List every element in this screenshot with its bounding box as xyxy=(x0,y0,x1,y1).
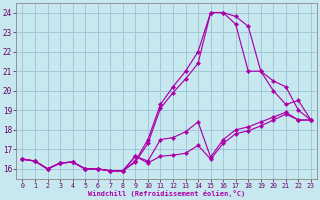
X-axis label: Windchill (Refroidissement éolien,°C): Windchill (Refroidissement éolien,°C) xyxy=(88,190,245,197)
